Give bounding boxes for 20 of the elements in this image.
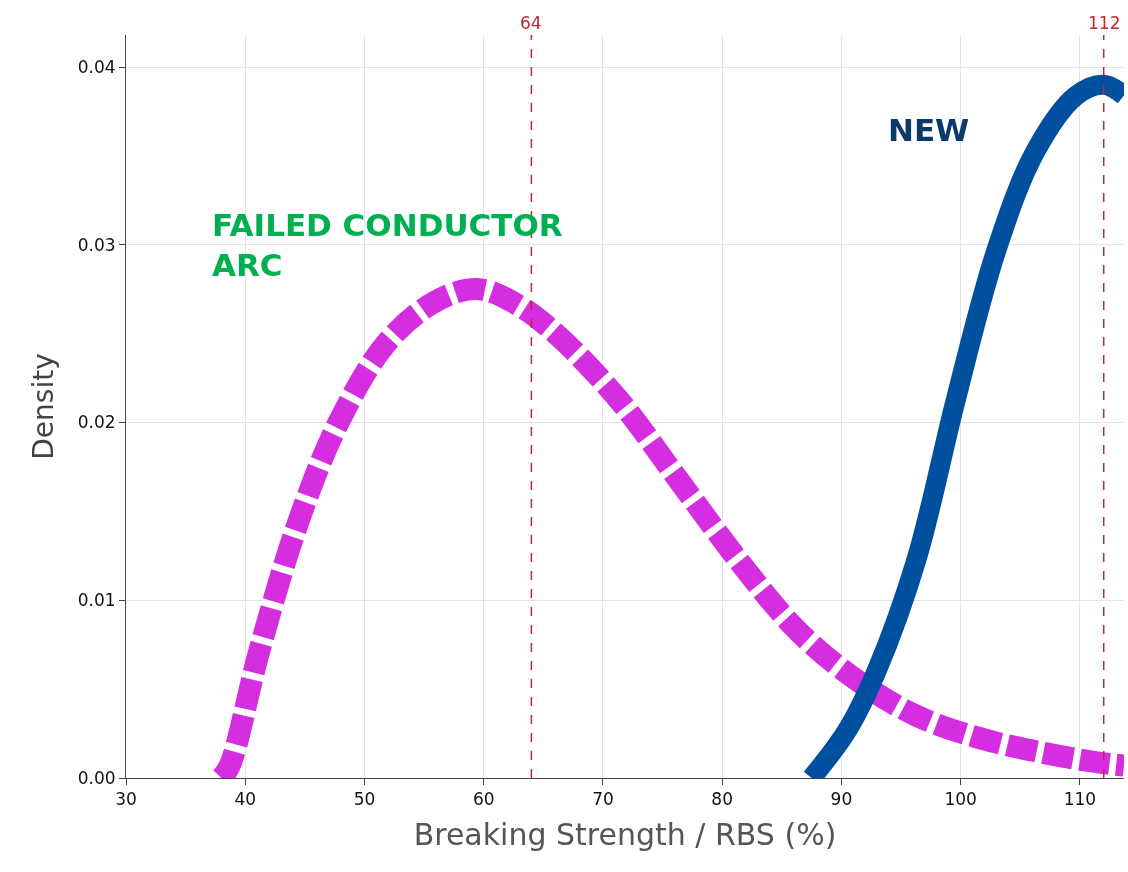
x-tick-label: 30 — [115, 789, 137, 810]
y-tick-label: 0.01 — [77, 590, 116, 611]
y-tick-label: 0.04 — [77, 56, 116, 77]
annotation: FAILED CONDUCTOR ARC — [212, 207, 563, 284]
y-axis-title: Density — [27, 353, 61, 460]
x-tick-label: 100 — [944, 789, 977, 810]
x-axis-title: Breaking Strength / RBS (%) — [413, 816, 837, 852]
x-tick-label: 80 — [711, 789, 733, 810]
x-tick-label: 110 — [1063, 789, 1097, 810]
y-tick-label: 0.02 — [77, 412, 116, 433]
x-tick-label: 50 — [353, 789, 376, 810]
x-tick-label: 70 — [592, 789, 614, 810]
ref-line-label: 64 — [520, 13, 542, 33]
ref-line-label: 112 — [1088, 13, 1121, 33]
y-tick-label: 0.03 — [77, 234, 116, 255]
x-tick-label: 60 — [472, 789, 495, 810]
annotation: NEW — [888, 112, 970, 148]
x-tick-label: 40 — [234, 789, 257, 810]
x-tick-label: 90 — [830, 789, 853, 810]
y-tick-label: 0.00 — [77, 767, 116, 788]
